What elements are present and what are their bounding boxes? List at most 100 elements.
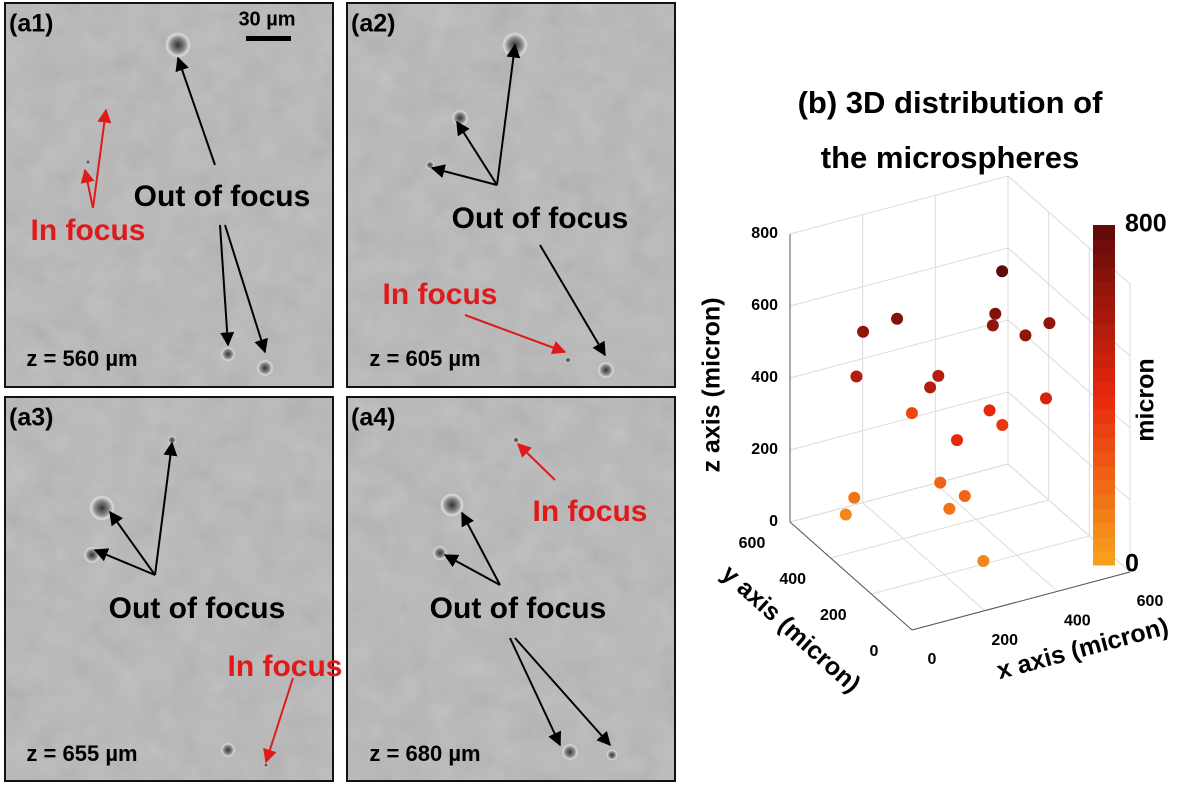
colorbar-step [1093,423,1115,438]
data-point [1043,317,1056,330]
arrow [93,548,156,576]
data-point [996,265,1009,278]
microsphere [263,762,269,768]
data-point [943,502,956,515]
z-tick-label: 400 [751,369,778,386]
panel-label: (a1) [9,10,53,38]
chart-title: (b) 3D distribution of [798,85,1103,120]
arrow [443,554,501,586]
data-point [905,407,918,420]
depth-label: z = 560 µm [26,346,137,371]
arrow [461,511,501,586]
annotation: Out of focus [109,592,286,625]
data-point [983,404,996,417]
colorbar-step [1093,366,1115,382]
chart-title: the microspheres [821,140,1079,175]
colorbar-step [1093,508,1115,523]
colorbar-step [1093,267,1115,283]
micrograph-texture [5,397,333,781]
arrow [539,244,606,357]
grid-line [789,319,1009,379]
grid-line [935,482,1058,592]
colorbar-step [1093,338,1115,353]
colorbar-step [1093,522,1115,538]
arrow [224,224,268,354]
grid-line [862,502,985,612]
depth-label: z = 605 µm [369,346,480,371]
microsphere [85,159,91,165]
data-point [934,476,947,489]
grid-line [789,391,1009,451]
y-tick-label: 200 [820,607,847,624]
data-point [986,319,999,332]
data-point [958,489,971,502]
annotation: Out of focus [452,202,629,235]
arrow [516,443,556,481]
panel-label: (a2) [351,10,395,38]
x-tick-label: 0 [928,651,937,668]
colorbar-step [1093,494,1115,509]
microsphere [88,494,116,522]
arrow [80,168,95,209]
colorbar-step [1093,380,1115,396]
data-point [1040,392,1053,405]
microsphere [432,545,448,561]
colorbar-step [1093,281,1115,297]
data-point [857,325,870,338]
colorbar-tick-label: 800 [1125,210,1167,238]
grid-line [789,463,1009,523]
grid-line [789,247,1009,307]
data-point [977,554,990,567]
arrow [464,314,567,355]
grid-line [789,175,1009,235]
depth-label: z = 680 µm [369,741,480,766]
axis-line [911,571,1131,631]
z-tick-label: 600 [751,297,778,314]
x-tick-label: 200 [991,632,1018,649]
colorbar-step [1093,239,1115,254]
panel-label: (a4) [351,404,395,432]
data-point [996,418,1009,431]
arrow [175,56,216,166]
colorbar-step [1093,324,1115,339]
microsphere [561,743,579,761]
micrograph-texture [347,397,675,781]
arrow [154,441,178,576]
colorbar-step [1093,253,1115,268]
axis-line [789,521,913,631]
micrograph-texture [5,3,333,387]
microsphere [164,31,192,59]
arrow [430,164,498,186]
data-point [839,508,852,521]
panel-border [346,2,676,388]
annotation: Out of focus [430,592,607,625]
microsphere [439,492,465,518]
annotation: In focus [382,278,497,311]
colorbar-step [1093,225,1115,240]
scale-bar [246,36,291,41]
arrow [496,43,521,186]
colorbar-step [1093,536,1115,552]
microsphere [597,361,615,379]
arrow [514,637,611,747]
microsphere [83,546,101,564]
microsphere [220,346,236,362]
panel-border [346,396,676,782]
colorbar-step [1093,451,1115,467]
colorbar-step [1093,352,1115,368]
arrow [92,108,112,209]
arrow [109,510,156,576]
y-tick-label: 600 [739,535,766,552]
z-tick-label: 800 [751,225,778,242]
colorbar-step [1093,437,1115,453]
panel-border [4,396,334,782]
micrograph-texture [347,3,675,387]
arrow [456,120,498,186]
arrow [263,677,294,764]
annotation: In focus [227,650,342,683]
x-tick-label: 400 [1064,613,1091,630]
microsphere [256,359,274,377]
microsphere [606,749,618,761]
data-point [891,312,904,325]
